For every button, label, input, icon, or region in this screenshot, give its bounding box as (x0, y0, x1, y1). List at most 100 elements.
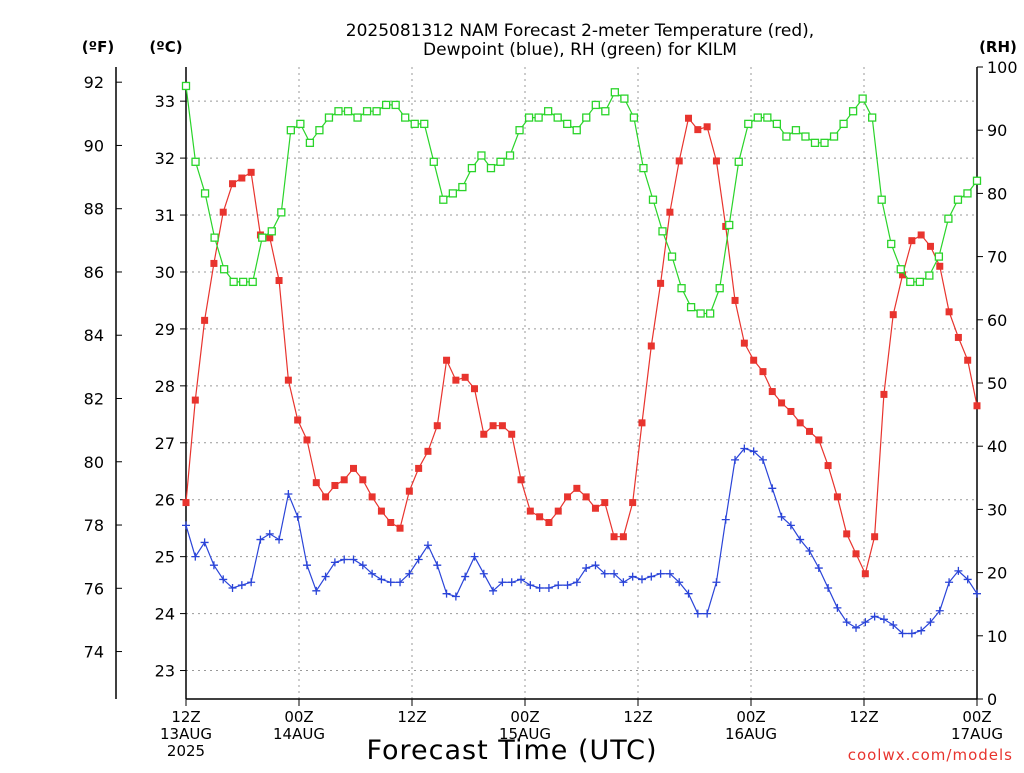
temperature-point (926, 242, 934, 250)
x-tick-label: 12Z (397, 708, 426, 726)
dewpoint-point (861, 618, 870, 627)
rh-point (696, 309, 705, 318)
dewpoint-point (749, 447, 758, 456)
rh-point (639, 163, 648, 173)
x-tick-label: 00Z (736, 708, 765, 726)
rh-point (410, 119, 419, 129)
rh-line (185, 85, 978, 315)
rh-point (401, 113, 410, 122)
rh-point (505, 151, 515, 160)
rh-point (782, 132, 791, 141)
temperature-point (350, 464, 358, 472)
x-tick-label: 00Z (510, 708, 539, 726)
dewpoint-point (898, 629, 907, 638)
temperature-point (405, 487, 413, 495)
temperature-point (266, 234, 274, 242)
dewpoint-point (917, 626, 926, 635)
rh-point (887, 239, 896, 249)
fahrenheit-tick-label: 84 (84, 326, 104, 345)
temperature-point (340, 476, 348, 484)
fahrenheit-unit-label: (ºF) (82, 38, 114, 56)
dewpoint-point (656, 569, 665, 578)
rh-point (677, 284, 686, 293)
rh-point (620, 94, 629, 103)
temperature-point (368, 493, 376, 501)
temperature-point (852, 550, 860, 558)
rh-point (896, 265, 905, 274)
dewpoint-point (191, 552, 200, 561)
temperature-point (554, 507, 562, 515)
celsius-tick-label: 33 (155, 92, 175, 111)
x-tick-label: 12Z (623, 708, 652, 726)
temperature-point (694, 126, 702, 134)
dewpoint-point (377, 575, 386, 584)
rh-point (353, 113, 362, 122)
x-tick-label: 2025 (167, 742, 205, 760)
x-tick-label: 16AUG (725, 725, 777, 743)
temperature-point (508, 430, 516, 438)
dewpoint-point (489, 586, 498, 595)
temperature-point (889, 311, 897, 319)
temperature-point (833, 493, 841, 501)
dewpoint-point (870, 612, 879, 621)
fahrenheit-tick-label: 90 (84, 136, 104, 155)
temperature-point (387, 518, 395, 526)
dewpoint-point (330, 558, 339, 567)
temperature-point (470, 385, 478, 393)
dewpoint-point (433, 561, 442, 570)
temperature-point (945, 308, 953, 316)
rh-point (439, 195, 448, 204)
celsius-tick-label: 29 (155, 320, 175, 339)
temperature-point (229, 180, 237, 188)
dewpoint-point (740, 444, 749, 453)
x-axis-title: Forecast Time (UTC) (366, 735, 657, 766)
temperature-point (461, 373, 469, 381)
rh-point (563, 119, 572, 129)
dewpoint-point (907, 629, 916, 638)
temperature-point (703, 123, 711, 131)
dewpoint-point (721, 515, 730, 524)
dewpoint-point (293, 512, 302, 521)
dewpoint-point (302, 561, 311, 570)
temperature-point (284, 376, 292, 384)
celsius-tick-label: 23 (155, 662, 175, 681)
rh-point (429, 157, 438, 166)
temperature-point (303, 436, 311, 444)
rh-point (925, 271, 934, 280)
temperature-point (452, 376, 460, 384)
temperature-point (545, 518, 553, 526)
rh-point (391, 100, 400, 110)
rh-point (420, 119, 429, 129)
dewpoint-point (451, 592, 460, 601)
fahrenheit-tick-label: 78 (84, 516, 104, 535)
dewpoint-point (312, 586, 321, 595)
dewpoint-point (675, 578, 684, 587)
dewpoint-point (973, 589, 981, 598)
rh-point (953, 195, 963, 204)
rh-point (753, 113, 762, 122)
dewpoint-point (610, 569, 619, 578)
rh-point (286, 126, 295, 135)
x-tick-label: 00Z (962, 708, 991, 726)
rh-point (181, 81, 191, 91)
rh-tick-label: 50 (987, 374, 1007, 393)
x-tick-label: 12Z (171, 708, 200, 726)
rh-point (239, 277, 248, 287)
rh-point (343, 107, 353, 116)
rh-point (229, 277, 238, 287)
x-tick-label: 14AUG (273, 725, 325, 743)
rh-point (791, 126, 801, 135)
temperature-point (973, 402, 981, 410)
celsius-tick-label: 30 (155, 263, 175, 282)
rh-point (258, 233, 267, 242)
temperature-point (480, 430, 488, 438)
celsius-tick-label: 27 (155, 434, 175, 453)
rh-point (467, 163, 477, 173)
x-tick-label: 13AUG (160, 725, 212, 743)
dewpoint-point (805, 546, 814, 555)
dewpoint-point (796, 535, 805, 544)
rh-point (515, 126, 524, 135)
temperature-point (536, 513, 544, 521)
rh-point (591, 100, 600, 110)
